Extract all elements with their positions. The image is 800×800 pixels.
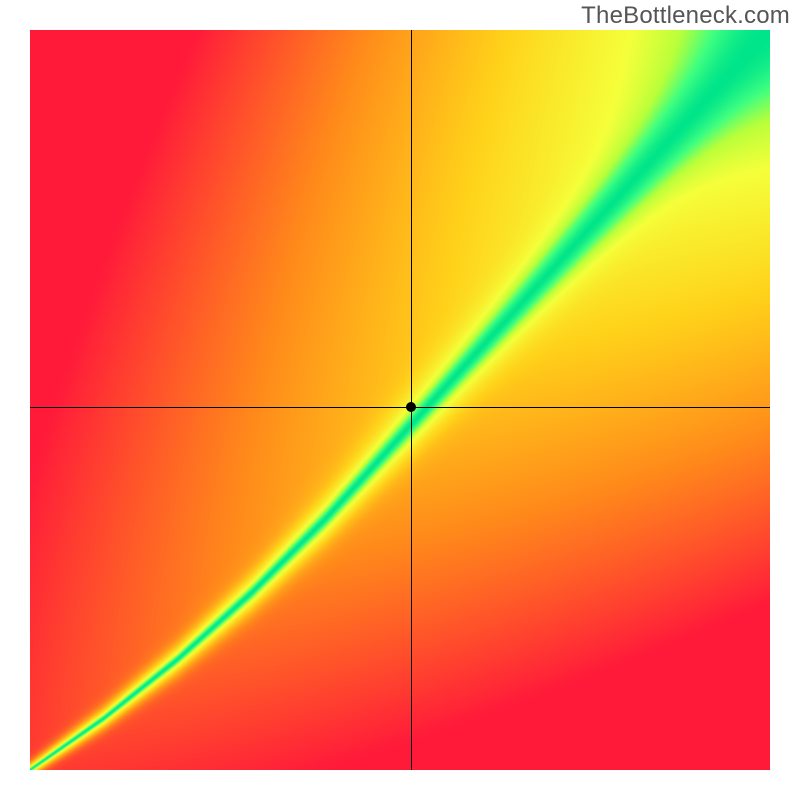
heatmap-plot bbox=[30, 30, 770, 770]
watermark-text: TheBottleneck.com bbox=[581, 2, 790, 30]
heatmap-canvas bbox=[30, 30, 770, 770]
chart-container: TheBottleneck.com bbox=[0, 0, 800, 800]
crosshair-horizontal bbox=[30, 407, 770, 408]
crosshair-vertical bbox=[411, 30, 412, 770]
crosshair-marker bbox=[406, 402, 416, 412]
